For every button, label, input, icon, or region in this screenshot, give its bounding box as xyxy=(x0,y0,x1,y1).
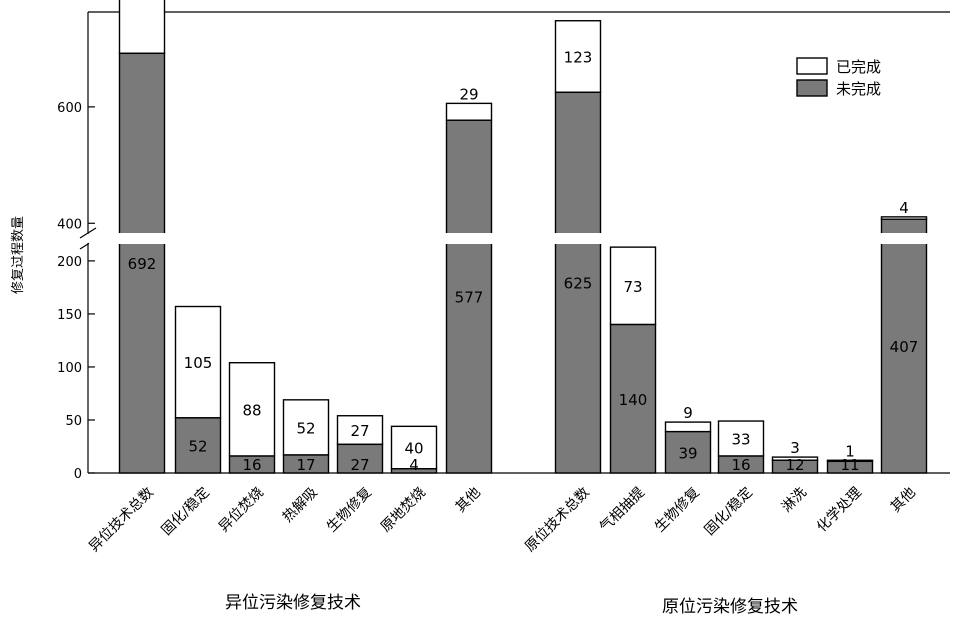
bar-incomplete xyxy=(228,455,276,474)
bar-label-completed: 27 xyxy=(350,422,369,440)
category-label: 异位焚烧 xyxy=(216,485,267,536)
y-ticks: 0501001502004006008001000 xyxy=(57,101,95,482)
bar-label-incomplete: 39 xyxy=(678,444,697,462)
bar-label-incomplete: 17 xyxy=(296,456,315,474)
category-label: 原地焚烧 xyxy=(378,485,429,536)
bar-incomplete xyxy=(826,460,874,474)
y-tick-label: 0 xyxy=(74,467,82,482)
bar-incomplete xyxy=(609,323,657,474)
bar-incomplete xyxy=(771,459,819,474)
bar-label-completed: 4 xyxy=(899,199,909,217)
group-label-ex-situ: 异位污染修复技术 xyxy=(225,593,361,613)
bar-completed xyxy=(118,0,166,55)
bar-label-incomplete: 16 xyxy=(242,456,261,474)
bar-completed xyxy=(445,102,493,121)
bar-incomplete xyxy=(390,468,438,474)
bar-label-incomplete: 625 xyxy=(564,275,593,293)
bar-label-incomplete: 27 xyxy=(350,456,369,474)
bar-completed xyxy=(664,421,712,433)
bar-label-completed: 52 xyxy=(296,419,315,437)
bar-label-completed: 73 xyxy=(623,278,642,296)
axis-break-gap xyxy=(89,233,949,244)
bar-label-incomplete: 4 xyxy=(409,456,419,474)
bar-completed xyxy=(174,305,222,419)
y-axis-label: 修复过程数量 xyxy=(11,216,26,294)
legend-swatch-incomplete xyxy=(796,79,828,97)
bar-incomplete xyxy=(664,430,712,474)
category-label: 其他 xyxy=(888,485,919,516)
bar-completed xyxy=(282,399,330,456)
y-tick-label: 150 xyxy=(57,308,82,323)
category-label: 其他 xyxy=(453,485,484,516)
category-label: 生物修复 xyxy=(651,484,703,536)
legend-label-completed: 已完成 xyxy=(836,58,881,76)
bars: 6923415210516881752272744057729625123140… xyxy=(89,0,949,474)
bar-label-incomplete: 577 xyxy=(455,289,484,307)
category-label: 气相抽提 xyxy=(597,485,648,536)
bar-label-completed: 3 xyxy=(790,439,800,457)
bar-incomplete xyxy=(717,455,765,474)
category-label: 淋洗 xyxy=(779,485,810,516)
bar-label-incomplete: 16 xyxy=(731,456,750,474)
y-tick-label: 200 xyxy=(57,255,82,270)
y-tick-label: 400 xyxy=(57,217,82,232)
bar-completed xyxy=(228,362,276,457)
bar-label-completed: 123 xyxy=(564,49,593,67)
bar-incomplete xyxy=(174,417,222,474)
y-tick-label: 100 xyxy=(57,361,82,376)
legend-label-incomplete: 未完成 xyxy=(836,80,881,98)
bar-completed xyxy=(717,420,765,457)
bar-label-completed: 29 xyxy=(459,85,478,103)
y-tick-label: 600 xyxy=(57,101,82,116)
bar-incomplete xyxy=(336,443,384,474)
bar-incomplete xyxy=(282,454,330,474)
bar-label-completed: 105 xyxy=(184,354,213,372)
bar-label-incomplete: 140 xyxy=(619,391,648,409)
legend-swatch-completed xyxy=(796,57,828,75)
bar-label-incomplete: 52 xyxy=(188,437,207,455)
group-label-in-situ: 原位污染修复技术 xyxy=(662,597,798,617)
category-labels: 异位技术总数 固化/稳定 异位焚烧 热解吸 生物修复 原地焚烧 其他 原位技术总数 气相抽提 生物… xyxy=(86,484,919,555)
bar-incomplete xyxy=(554,91,602,474)
bar-incomplete xyxy=(880,218,928,474)
bar-label-incomplete: 12 xyxy=(785,456,804,474)
bar-completed xyxy=(336,415,384,446)
bar-incomplete xyxy=(445,119,493,474)
category-label: 固化/稳定 xyxy=(159,485,213,539)
y-tick-label: 50 xyxy=(65,414,82,429)
category-label: 生物修复 xyxy=(323,484,375,536)
category-label: 化学处理 xyxy=(814,485,865,536)
bar-label-incomplete: 692 xyxy=(128,255,157,273)
bar-label-completed: 9 xyxy=(683,404,693,422)
bar-label-incomplete: 11 xyxy=(840,456,859,474)
category-label: 热解吸 xyxy=(280,485,321,526)
category-label: 异位技术总数 xyxy=(86,485,157,556)
bar-label-completed: 40 xyxy=(404,440,423,458)
bar-label-incomplete: 407 xyxy=(890,338,919,356)
bar-label-completed: 88 xyxy=(242,401,261,419)
axis-break-mark xyxy=(79,227,97,239)
category-label: 固化/稳定 xyxy=(702,485,756,539)
bar-label-completed: 1 xyxy=(845,442,855,460)
bar-incomplete xyxy=(118,52,166,474)
category-label: 原位技术总数 xyxy=(522,485,593,556)
bar-label-completed: 33 xyxy=(731,431,750,449)
